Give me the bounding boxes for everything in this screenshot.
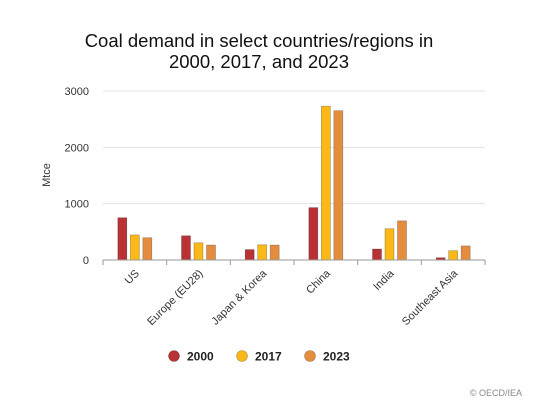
bar-2000 bbox=[117, 217, 128, 261]
bar-2017 bbox=[257, 244, 267, 261]
legend-item-2023[interactable]: 2023 bbox=[304, 350, 351, 364]
bar-2000 bbox=[372, 248, 382, 261]
x-tick-label: Europe (EU28) bbox=[145, 268, 205, 328]
chart-title-line-2: 2000, 2017, and 2023 bbox=[169, 51, 349, 72]
y-tick-label: 0 bbox=[83, 255, 89, 267]
y-tick-label: 2000 bbox=[65, 142, 89, 154]
legend[interactable]: 2000 2017 2023 bbox=[168, 350, 351, 364]
bar-2000 bbox=[244, 249, 255, 261]
x-tick-label: US bbox=[123, 268, 142, 287]
bar-2023 bbox=[206, 244, 216, 261]
legend-item-2000[interactable]: 2000 bbox=[168, 350, 215, 364]
bar-2017 bbox=[448, 250, 458, 261]
y-axis-label: Mtce bbox=[41, 163, 53, 187]
bar-2023 bbox=[397, 220, 407, 261]
gridlines bbox=[103, 90, 485, 205]
y-axis-ticks: 0 1000 2000 3000 bbox=[65, 86, 89, 267]
bar-2023 bbox=[460, 245, 471, 261]
bar-2000 bbox=[181, 235, 191, 261]
legend-marker bbox=[304, 350, 316, 362]
bar-2017 bbox=[384, 228, 395, 261]
x-tick-label: Japan & Korea bbox=[209, 267, 270, 328]
legend-item-2017[interactable]: 2017 bbox=[236, 350, 283, 364]
y-tick-label: 1000 bbox=[65, 199, 89, 211]
bar-2000 bbox=[308, 207, 319, 261]
legend-label: 2023 bbox=[323, 350, 350, 364]
legend-label: 2017 bbox=[255, 350, 282, 364]
bar-2017 bbox=[321, 105, 331, 261]
x-tick-label: India bbox=[371, 267, 397, 293]
bars bbox=[117, 105, 471, 261]
x-tick-label: China bbox=[304, 267, 333, 296]
credit-text: © OECD/IEA bbox=[470, 388, 522, 398]
x-axis-tick-labels: US Europe (EU28) Japan & Korea China India So… bbox=[123, 267, 461, 328]
legend-label: 2000 bbox=[187, 350, 214, 364]
x-axis bbox=[102, 259, 486, 265]
bar-2017 bbox=[130, 234, 140, 261]
bar-2023 bbox=[142, 237, 153, 261]
bar-2017 bbox=[193, 242, 204, 261]
y-tick-label: 3000 bbox=[65, 86, 89, 98]
bar-2023 bbox=[333, 110, 344, 261]
legend-marker bbox=[168, 350, 180, 362]
x-tick-label: Southeast Asia bbox=[400, 267, 461, 328]
bar-2023 bbox=[269, 244, 280, 261]
chart-title-line-1: Coal demand in select countries/regions … bbox=[85, 30, 434, 51]
legend-marker bbox=[236, 350, 248, 362]
